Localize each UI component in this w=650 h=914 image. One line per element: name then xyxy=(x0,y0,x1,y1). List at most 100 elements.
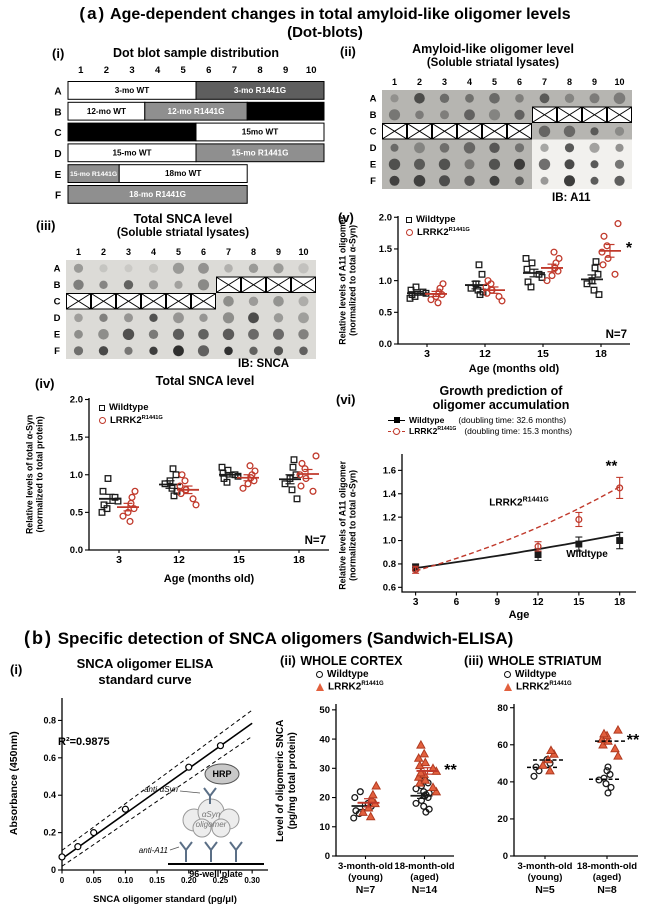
a-v-ylabel-line1: Relative levels of A11 oligomer xyxy=(337,216,348,345)
svg-text:Age (months old): Age (months old) xyxy=(164,573,255,585)
svg-text:0.05: 0.05 xyxy=(86,876,102,885)
wildtype-square-marker xyxy=(406,216,412,223)
b-ii-ylabel-line1: Level of oligomeric SNCA xyxy=(275,719,287,842)
a-vi-title-line2: oligomer accumulation xyxy=(432,398,570,412)
lrrk2-sup: R1441G xyxy=(361,681,384,687)
svg-text:3: 3 xyxy=(424,348,430,360)
wildtype-label: Wildtype xyxy=(416,214,456,225)
a-iii-subtitle: (Soluble striatal lysates) xyxy=(116,227,250,239)
svg-text:0.5: 0.5 xyxy=(379,308,393,319)
legend-row-wildtype: Wildtype xyxy=(316,669,384,680)
svg-text:0.4: 0.4 xyxy=(43,790,56,800)
panel-b-tag: (b) xyxy=(24,628,53,648)
a-iv-y-axis-label: Relative levels of total α-Syn (normaliz… xyxy=(25,379,46,569)
b-ii-tag: (ii) xyxy=(280,653,296,668)
svg-text:E: E xyxy=(370,160,376,171)
lrrk2-base: LRRK2 xyxy=(516,681,550,693)
svg-text:2: 2 xyxy=(101,247,106,257)
svg-text:7: 7 xyxy=(232,65,237,76)
section-b-ii: (ii) WHOLE CORTEX Wildtype LRRK2R1441G L… xyxy=(275,652,462,914)
r-squared-label: R²=0.9875 xyxy=(58,736,110,748)
svg-text:1.0: 1.0 xyxy=(70,470,83,481)
a-vi-title-line1: Growth prediction of xyxy=(439,384,563,398)
panel-a-tag: (a) xyxy=(79,4,107,23)
svg-text:N=7: N=7 xyxy=(606,329,627,341)
svg-text:1.5: 1.5 xyxy=(379,244,393,255)
lrrk2-circle-marker xyxy=(99,417,106,425)
a-v-tag: (v) xyxy=(338,210,354,225)
svg-text:A: A xyxy=(54,87,61,98)
svg-text:12-mo R1441G: 12-mo R1441G xyxy=(168,107,225,116)
svg-text:**: ** xyxy=(444,762,457,779)
a-iv-ylabel-line1: Relative levels of total α-Syn xyxy=(24,414,35,535)
svg-text:12: 12 xyxy=(532,597,544,608)
wildtype-label: Wildtype xyxy=(109,402,149,413)
series-wildtype xyxy=(527,756,619,797)
b-ii-y-axis-label: Level of oligomeric SNCA (pg/mg total pr… xyxy=(275,696,299,866)
series-lrrk2 xyxy=(425,220,622,307)
svg-text:2: 2 xyxy=(417,77,422,87)
svg-text:6: 6 xyxy=(206,65,211,76)
a-ii-subtitle: (Soluble striatal lysates) xyxy=(426,57,560,69)
svg-text:N=14: N=14 xyxy=(412,884,438,896)
lrrk2-doubling-note: (doubling time: 15.3 months) xyxy=(464,426,573,436)
svg-text:5: 5 xyxy=(492,77,497,87)
whole-striatum-chart: 0 20 40 60 80 3-month-old(young)N=5 18-month-o… xyxy=(497,703,640,896)
svg-text:1.2: 1.2 xyxy=(383,512,396,523)
svg-text:1: 1 xyxy=(78,65,84,76)
wildtype-line-marker xyxy=(388,416,405,425)
svg-text:αSyn: αSyn xyxy=(202,810,221,819)
panel-a-subtitle: (Dot-blots) xyxy=(287,24,363,41)
a-v-y-axis-label: Relative levels of A11 oligomer (normali… xyxy=(338,195,359,365)
svg-text:96-well plate: 96-well plate xyxy=(189,869,243,879)
svg-text:0.8: 0.8 xyxy=(43,715,56,725)
svg-text:2.0: 2.0 xyxy=(379,212,392,223)
svg-text:3: 3 xyxy=(129,65,134,76)
svg-text:18mo WT: 18mo WT xyxy=(165,169,201,178)
whole-cortex-chart: 0 10 20 30 40 50 3-month-old(young)N=7 18-month… xyxy=(319,704,458,896)
svg-text:15: 15 xyxy=(573,597,585,608)
a-iv-tag: (iv) xyxy=(35,376,55,391)
svg-text:anti-αSyn: anti-αSyn xyxy=(144,785,178,794)
svg-text:9: 9 xyxy=(592,77,597,87)
svg-text:18-month-old: 18-month-old xyxy=(577,861,637,872)
a-iii-title: Total SNCA level xyxy=(133,212,233,226)
svg-text:0.15: 0.15 xyxy=(149,876,165,885)
legend-row-lrrk2: LRRK2R1441G xyxy=(316,681,384,692)
svg-text:Age: Age xyxy=(509,609,530,620)
b-iii-legend: Wildtype LRRK2R1441G xyxy=(504,669,572,692)
lrrk2-triangle-marker xyxy=(504,682,512,691)
svg-text:E: E xyxy=(54,330,60,341)
svg-text:0.6: 0.6 xyxy=(383,583,396,594)
svg-text:B: B xyxy=(370,110,377,121)
a11-oligomer-chart: 0.0 0.5 1.0 1.5 2.0 3 12 15 18 Age (months old) N=… xyxy=(379,212,633,375)
svg-text:15: 15 xyxy=(537,348,549,360)
svg-text:D: D xyxy=(54,149,61,160)
legend-row-wildtype: Wildtype xyxy=(99,402,163,413)
svg-text:12: 12 xyxy=(173,554,185,566)
wildtype-square-marker xyxy=(99,404,105,411)
a-v-legend: Wildtype LRRK2R1441G xyxy=(406,214,470,238)
b-i-tag: (i) xyxy=(10,662,23,677)
a11-ib-label: IB: A11 xyxy=(552,192,591,204)
svg-text:0.5: 0.5 xyxy=(70,508,84,519)
svg-text:18: 18 xyxy=(595,348,607,360)
svg-text:0: 0 xyxy=(51,865,56,875)
lrrk2-triangle-marker xyxy=(316,682,324,691)
svg-text:0.0: 0.0 xyxy=(70,545,83,556)
svg-text:C: C xyxy=(54,128,61,139)
svg-text:N=7: N=7 xyxy=(356,884,376,896)
svg-text:10: 10 xyxy=(614,77,624,87)
svg-text:A: A xyxy=(370,94,377,105)
section-a-v: (v) Relative levels of A11 oligomer (nor… xyxy=(336,206,648,378)
svg-text:B: B xyxy=(54,107,61,118)
svg-text:N=7: N=7 xyxy=(305,535,326,547)
svg-text:7: 7 xyxy=(542,77,547,87)
panel-a-header: (a) Age-dependent changes in total amylo… xyxy=(0,4,650,24)
standard-curve-chart: 0 0.2 0.4 0.6 0.8 0 0.05 0.10 0.15 0.20 0.25 0.30 SN… xyxy=(43,698,268,905)
svg-text:4: 4 xyxy=(151,247,156,257)
svg-text:HRP: HRP xyxy=(212,769,231,779)
b-ii-header: (ii) WHOLE CORTEX xyxy=(280,652,402,670)
svg-text:anti-A11: anti-A11 xyxy=(139,846,168,855)
